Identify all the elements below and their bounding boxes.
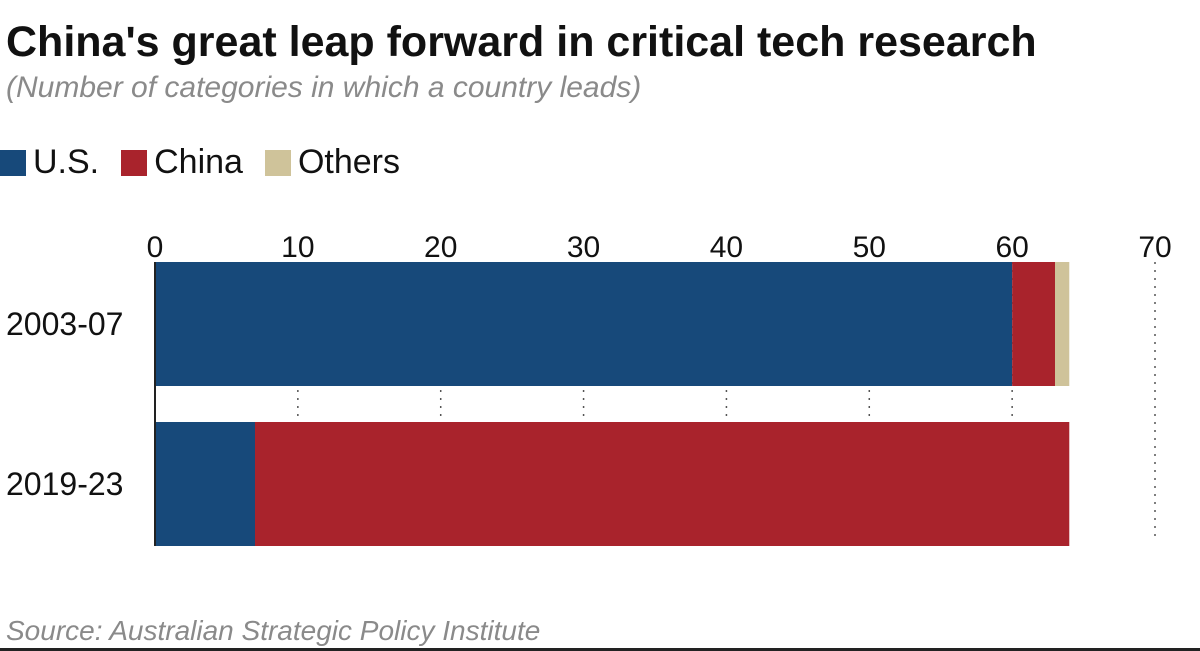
legend-item-us: U.S. — [0, 143, 99, 182]
legend: U.S. China Others — [0, 143, 422, 182]
legend-item-china: China — [121, 143, 243, 182]
bar-us-2003-07 — [155, 262, 1013, 386]
chart-title: China's great leap forward in critical t… — [6, 18, 1037, 66]
bar-others-2003-07 — [1055, 262, 1070, 386]
x-tick-label: 0 — [147, 231, 164, 264]
bar-china-2003-07 — [1012, 262, 1055, 386]
legend-item-others: Others — [264, 143, 401, 182]
legend-swatch-others — [264, 149, 291, 176]
legend-label-china: China — [154, 143, 243, 181]
source-note: Source: Australian Strategic Policy Inst… — [6, 615, 541, 646]
chart-subtitle: (Number of categories in which a country… — [6, 71, 642, 104]
bar-china-2019-23 — [255, 422, 1070, 546]
x-tick-label: 60 — [995, 231, 1028, 264]
legend-swatch-china — [121, 149, 148, 176]
legend-label-others: Others — [297, 143, 401, 181]
legend-swatch-us — [0, 149, 26, 176]
category-label: 2019-23 — [6, 466, 123, 502]
x-tick-label: 70 — [1138, 231, 1171, 264]
bottom-rule — [0, 648, 1200, 651]
x-tick-label: 40 — [710, 231, 743, 264]
category-label: 2003-07 — [6, 306, 123, 342]
bar-us-2019-23 — [155, 422, 255, 546]
x-tick-label: 20 — [424, 231, 457, 264]
x-tick-label: 30 — [567, 231, 600, 264]
x-tick-label: 10 — [281, 231, 314, 264]
x-tick-label: 50 — [853, 231, 886, 264]
legend-label-us: U.S. — [33, 143, 100, 181]
bar-chart: 0 10 20 30 40 50 60 70 2003-07 2019-23 — [6, 231, 1172, 546]
